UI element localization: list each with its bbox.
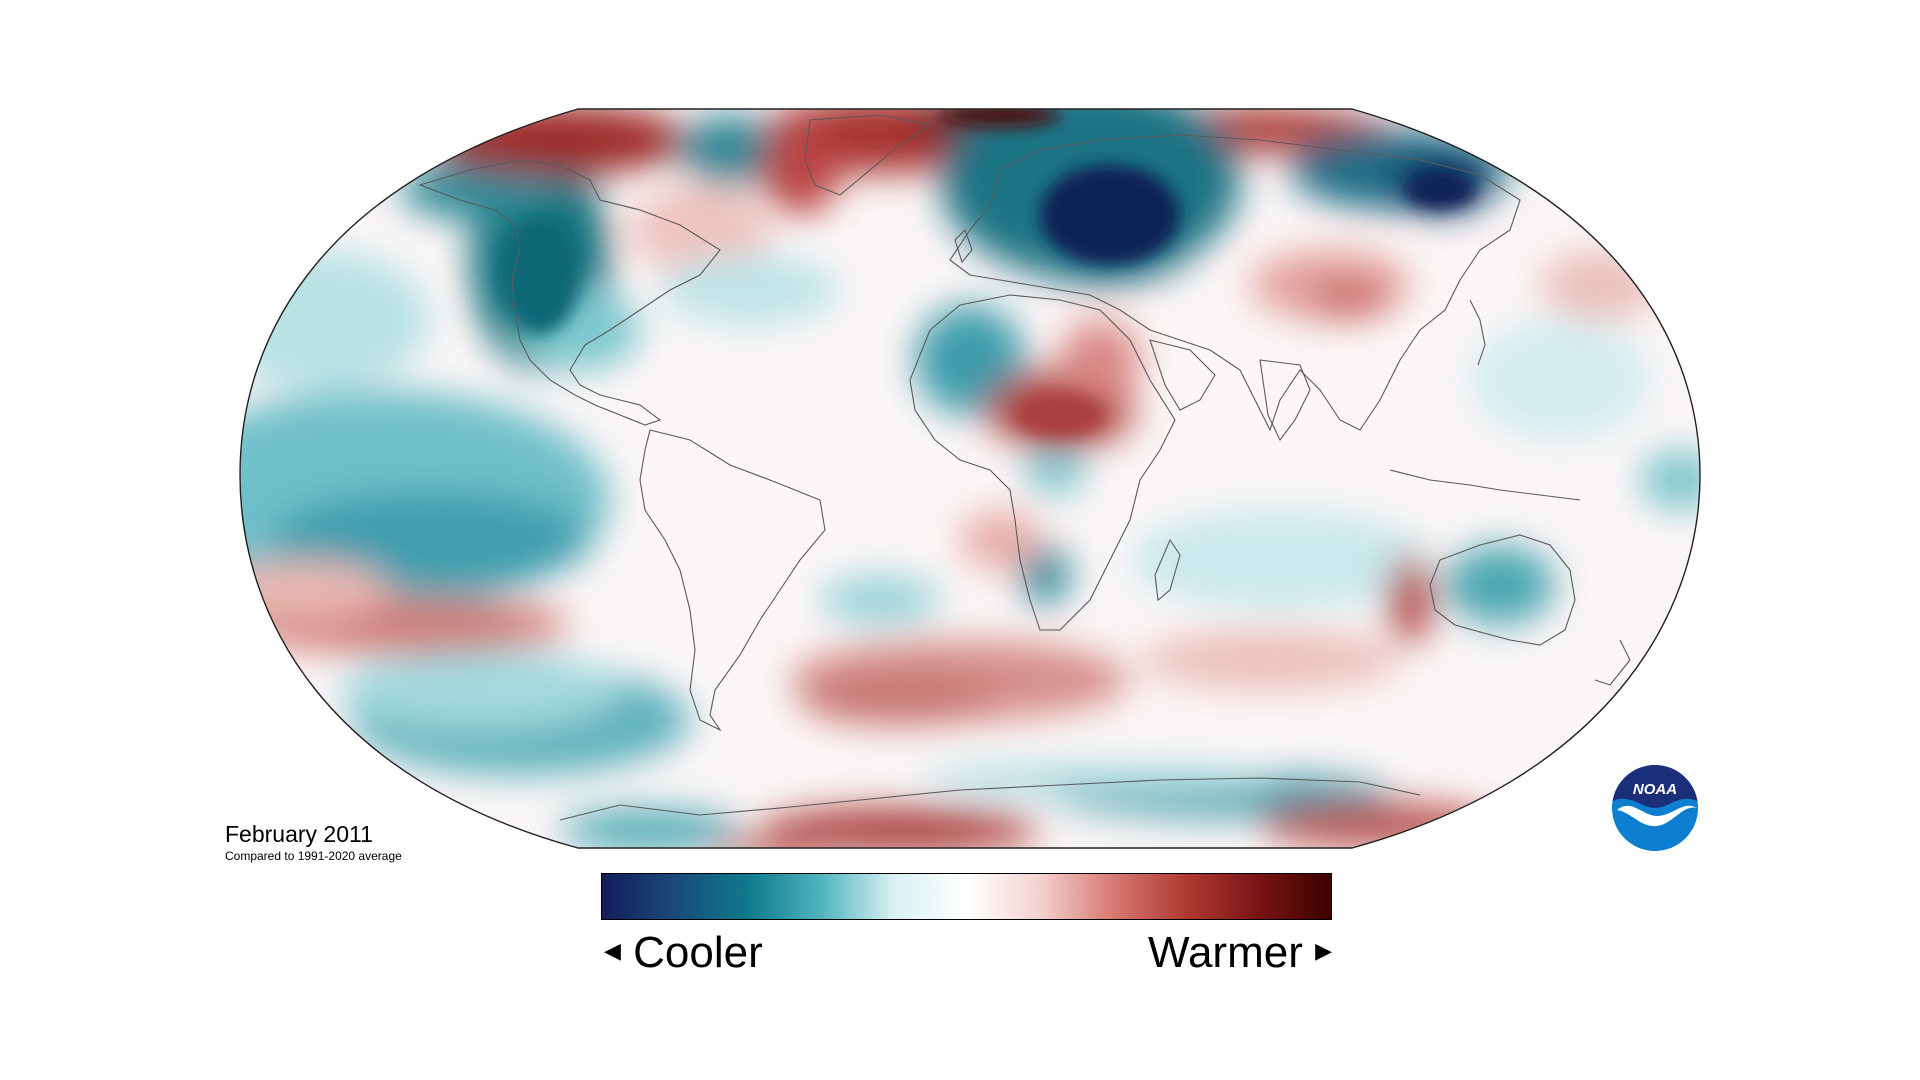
legend-cooler: ◀ Cooler [604,925,763,983]
noaa-logo-text: NOAA [1633,781,1677,798]
legend-cooler-label: Cooler [633,928,763,977]
uk-outline [954,228,973,264]
color-scale-bar [601,873,1332,920]
globe-outline [239,108,1701,849]
continent-outlines [418,114,1631,821]
caption-title: February 2011 [225,821,373,847]
north-america-outline [418,159,721,426]
india-outline [1259,359,1311,442]
arabia-outline [1149,339,1216,411]
caption-subtitle: Compared to 1991-2020 average [225,849,402,863]
eurasia-outline [949,134,1521,432]
antarctica-outline [559,777,1421,821]
madagascar-outline [1154,538,1181,602]
south-america-outline [639,429,826,732]
legend-warmer: Warmer ▶ [1148,925,1332,983]
triangle-right-icon: ▶ [1315,938,1332,964]
indonesia-outline [1389,469,1581,501]
triangle-left-icon: ◀ [604,938,621,964]
new-zealand-outline [1594,639,1631,686]
japan-outline [1469,299,1486,366]
australia-outline [1429,534,1576,646]
africa-outline [909,294,1176,631]
map-caption: February 2011 Compared to 1991-2020 aver… [225,820,402,863]
legend-warmer-label: Warmer [1148,928,1303,977]
temperature-anomaly-field [240,109,1700,848]
greenland-outline [804,114,932,196]
noaa-logo-icon: NOAA [1612,765,1698,851]
